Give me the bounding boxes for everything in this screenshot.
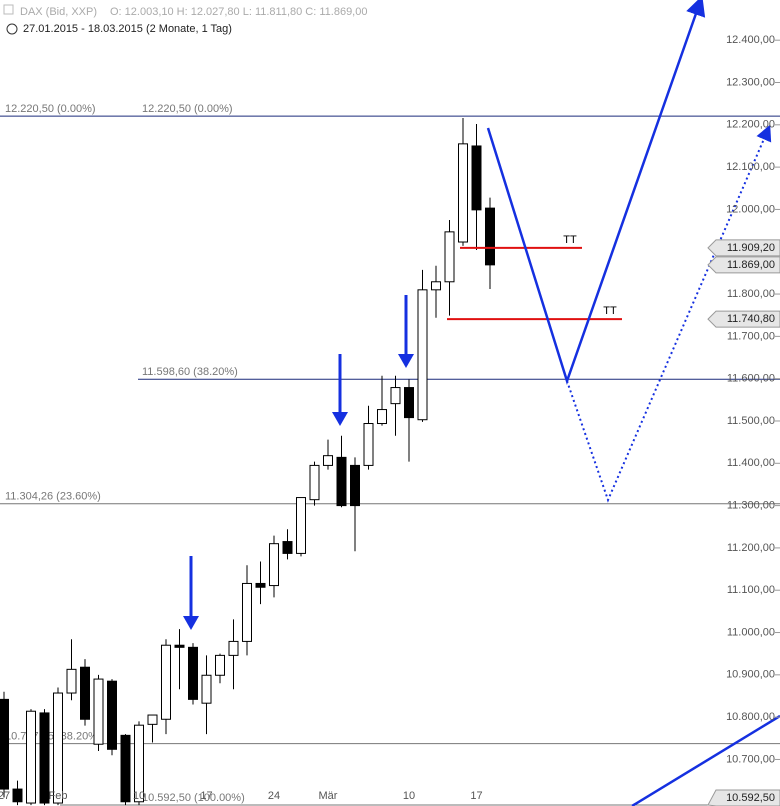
level-label: 11.304,26 (23.60%) <box>5 491 101 503</box>
price-tag-label: 11.869,00 <box>727 259 775 271</box>
projection-solid <box>486 0 706 385</box>
y-tick-label: 12.000,00 <box>726 203 775 215</box>
x-tick-label: Feb <box>49 790 68 802</box>
y-tick-label: 11.400,00 <box>727 457 775 469</box>
candle-body <box>80 666 90 720</box>
candle-body <box>309 464 320 501</box>
candle-body <box>471 145 482 211</box>
candle-body <box>134 724 144 803</box>
candle-body <box>147 714 158 725</box>
price-tag <box>707 256 780 274</box>
y-tick-label: 12.400,00 <box>726 34 775 46</box>
candle-body <box>39 712 50 804</box>
candle-body <box>458 143 468 243</box>
candle-body <box>12 788 23 803</box>
candle-body <box>363 423 374 466</box>
y-tick-label: 11.500,00 <box>727 415 775 427</box>
candle-body <box>107 680 117 750</box>
symbol: DAX (Bid, XXP) <box>20 6 97 18</box>
candles: TT TT <box>0 118 622 806</box>
candle-body <box>350 464 360 507</box>
candle-body <box>26 710 36 804</box>
candle-body <box>485 207 495 266</box>
x-tick-label: 17 <box>200 790 212 802</box>
level-label: 12.220,50 (0.00%) <box>5 103 96 115</box>
y-tick-label: 12.100,00 <box>726 161 775 173</box>
candle-body <box>444 231 455 283</box>
price-tag-label: 10.592,50 <box>726 792 775 804</box>
x-tick-label: 10 <box>133 790 145 802</box>
annotations <box>183 0 780 806</box>
y-tick-label: 11.300,00 <box>727 500 775 512</box>
y-tick-label: 10.700,00 <box>726 753 775 765</box>
candle-body <box>323 455 333 466</box>
price-tag-label: 11.909,20 <box>727 242 775 254</box>
candle-body <box>0 698 9 790</box>
price-tag <box>707 310 780 328</box>
candle-body <box>417 289 428 421</box>
down-arrow-head <box>398 354 414 368</box>
tt-label: TT <box>603 305 617 317</box>
y-tick-label: 11.200,00 <box>727 542 775 554</box>
candle-body <box>296 497 306 554</box>
candle-body <box>174 644 185 648</box>
y-tick-label: 12.300,00 <box>726 76 775 88</box>
header: DAX (Bid, XXP) O: 12.003,10 H: 12.027,80… <box>3 4 367 35</box>
price-tag <box>707 239 780 257</box>
x-tick-label: 24 <box>268 790 280 802</box>
y-tick-label: 10.900,00 <box>726 669 775 681</box>
x-tick-label: 17 <box>470 790 482 802</box>
tt-label: TT <box>563 234 577 246</box>
level-label: 12.220,50 (0.00%) <box>142 103 233 115</box>
candle-body <box>282 541 293 554</box>
candle-body <box>66 668 77 694</box>
candle-body <box>120 734 131 803</box>
candle-body <box>336 456 347 507</box>
level-label: 11.598,60 (38.20%) <box>142 366 238 378</box>
y-tick-label: 11.000,00 <box>727 626 775 638</box>
trend-line <box>631 714 780 806</box>
date-range: 27.01.2015 - 18.03.2015 (2 Monate, 1 Tag… <box>23 23 232 35</box>
x-tick-label: 27 <box>0 790 10 802</box>
y-tick-label: 11.800,00 <box>727 288 775 300</box>
candle-body <box>390 387 401 405</box>
down-arrow-head <box>183 616 199 630</box>
y-axis: 27 Feb 10 17 24 Mär 10 17 12.400,00 12.300,00 12.2… <box>0 34 780 806</box>
level-label: 10.592,50 (100.00%) <box>142 792 245 804</box>
candle-body <box>93 678 104 745</box>
y-tick-label: 11.700,00 <box>727 330 775 342</box>
y-tick-label: 11.100,00 <box>727 584 775 596</box>
clock-icon <box>6 23 18 35</box>
candle-body <box>188 646 198 700</box>
candle-body <box>53 692 63 804</box>
candle-body <box>431 281 441 291</box>
icon <box>3 4 14 15</box>
candle-body <box>404 387 414 419</box>
y-tick-label: 11.600,00 <box>727 373 775 385</box>
candle-body <box>377 409 387 425</box>
projection-dotted <box>566 124 772 503</box>
y-tick-label: 10.800,00 <box>726 711 775 723</box>
y-tick-label: 12.200,00 <box>726 119 775 131</box>
ohlc: O: 12.003,10 H: 12.027,80 L: 11.811,80 C… <box>110 6 367 18</box>
candle-body <box>269 543 279 587</box>
price-tag-label: 11.740,80 <box>727 313 775 325</box>
candle-body <box>242 582 252 642</box>
x-tick-label: 10 <box>403 790 415 802</box>
down-arrow-head <box>332 412 348 426</box>
candle-body <box>228 640 239 656</box>
x-tick-label: Mär <box>319 790 338 802</box>
candle-body <box>161 644 171 720</box>
candle-body <box>201 674 212 704</box>
candle-body <box>255 582 266 588</box>
candle-body <box>215 654 225 676</box>
